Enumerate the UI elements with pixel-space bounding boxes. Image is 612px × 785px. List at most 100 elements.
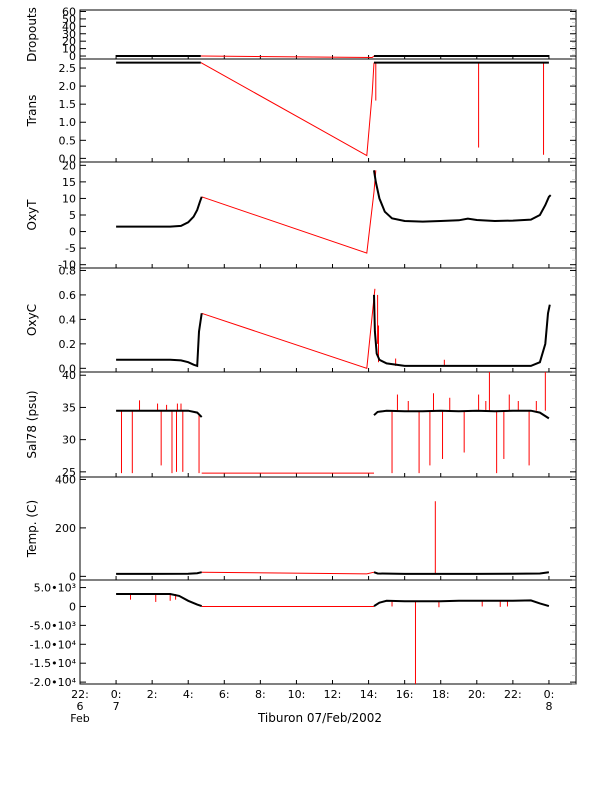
y-tick-label: -5: [65, 242, 76, 255]
panel-data: [116, 55, 549, 59]
x-tick-label: 2:: [147, 688, 158, 701]
y-axis-title: Dropouts: [25, 7, 39, 62]
x-tick-label: 18:: [432, 688, 450, 701]
y-tick-label: 1.0: [59, 116, 77, 129]
y-tick-label: 25: [62, 466, 76, 479]
y-tick-label: 20: [62, 159, 76, 172]
y-tick-label: 60: [62, 5, 76, 18]
y-axis-title: OxyC: [25, 304, 39, 336]
primary-series-line: [116, 313, 203, 368]
panel-data: [116, 593, 550, 684]
y-tick-label: 10: [62, 43, 76, 56]
x-tick-label: 0:: [111, 688, 122, 701]
y-axis-title: OxyT: [25, 199, 39, 231]
x-tick-label: 7: [113, 700, 120, 713]
y-tick-label: 15: [62, 176, 76, 189]
y-tick-label: 0.2: [59, 338, 77, 351]
y-tick-label: -2.0•10⁴: [30, 676, 77, 689]
y-tick-label: -1.0•10⁴: [30, 638, 77, 651]
y-tick-label: 40: [62, 369, 76, 382]
x-tick-label: 16:: [396, 688, 414, 701]
panel-frame: [79, 371, 577, 478]
panel-data: [116, 170, 552, 254]
y-axis-title: Trans: [25, 95, 39, 128]
y-tick-label: 30: [62, 434, 76, 447]
panel-frame: [79, 161, 577, 269]
x-tick-label: 22:: [504, 688, 522, 701]
primary-series-line: [373, 571, 550, 575]
y-tick-label: 1.5: [59, 98, 77, 111]
y-tick-label: 0: [69, 570, 76, 583]
x-tick-label: 22:: [71, 688, 89, 701]
panel-data: [116, 61, 549, 157]
y-tick-label: 50: [62, 13, 76, 26]
panel-frame: [79, 476, 577, 581]
panel-cond: 5.0•10³ 0 -5.0•10³ -1.0•10⁴ -1.5•10⁴ -2.0•10⁴: [30, 579, 577, 689]
x-tick-label: 6:: [219, 688, 230, 701]
panel-oxyt: 20 15 10 5 0 -5 -10 OxyT: [25, 159, 577, 272]
y-tick-label: 2.0: [59, 80, 77, 93]
panel-temp: 400 200 0 Temp. (C): [25, 473, 577, 583]
x-tick-label: 12:: [324, 688, 342, 701]
y-tick-label: -1.5•10⁴: [30, 657, 77, 670]
primary-series-line: [116, 409, 203, 418]
primary-series-line: [116, 571, 202, 575]
x-tick-label: 14:: [360, 688, 378, 701]
y-tick-label: 0.6: [59, 289, 77, 302]
secondary-series-line: [201, 288, 376, 369]
primary-series-line: [116, 593, 203, 608]
y-tick-label: -5.0•10³: [30, 619, 76, 632]
y-tick-label: 5.0•10³: [34, 582, 76, 595]
panel-frame: [79, 58, 577, 163]
y-tick-label: 0: [69, 226, 76, 239]
x-tick-label: Feb: [70, 712, 89, 725]
y-tick-label: 30: [62, 28, 76, 41]
x-tick-label: 10:: [288, 688, 306, 701]
secondary-series-line: [201, 571, 375, 575]
panel-oxyc: 0.8 0.6 0.4 0.2 0.0 OxyC: [25, 264, 577, 375]
panel-frame: [79, 9, 577, 60]
y-tick-label: 35: [62, 401, 76, 414]
panels-layer: 6050403020100Dropouts2.52.01.51.00.50.0T…: [25, 5, 577, 689]
panel-trans: 2.5 2.0 1.5 1.0 0.5 0.0 Trans: [25, 58, 577, 165]
y-axis-title: Sal78 (psu): [25, 390, 39, 458]
y-tick-label: 0.0: [59, 152, 77, 165]
primary-series-line: [373, 294, 551, 367]
y-tick-label: 0: [69, 600, 76, 613]
panel-sal78: 40 35 30 25 Sal78 (psu): [25, 369, 577, 479]
panel-frame: [79, 267, 577, 373]
y-tick-label: 400: [55, 473, 76, 486]
y-tick-label: -10: [58, 259, 76, 272]
primary-series-line: [373, 409, 550, 420]
y-axis-title: Temp. (C): [25, 500, 39, 558]
primary-series-line: [116, 196, 203, 228]
y-tick-label: 5: [69, 209, 76, 222]
y-tick-label: 40: [62, 20, 76, 33]
y-tick-label: 0.5: [59, 134, 77, 147]
panel-data: [116, 288, 551, 369]
y-tick-label: 200: [55, 522, 76, 535]
panel-frame: [79, 579, 577, 685]
x-tick-label: 4:: [183, 688, 194, 701]
y-tick-label: 20: [62, 35, 76, 48]
y-tick-label: 10: [62, 192, 76, 205]
x-tick-label: 8: [545, 700, 552, 713]
primary-series-line: [373, 599, 550, 608]
secondary-series-line: [200, 62, 375, 157]
x-tick-label: 20:: [468, 688, 486, 701]
secondary-series-line: [200, 55, 375, 59]
panel-data: [116, 501, 550, 575]
x-tick-label: 8:: [255, 688, 266, 701]
panel-data: [116, 372, 550, 474]
y-tick-label: 0.8: [59, 264, 77, 277]
secondary-series-line: [201, 170, 377, 254]
x-tick-label: 0:: [544, 688, 555, 701]
x-tick-label: 6: [77, 700, 84, 713]
y-tick-label: 2.5: [59, 62, 77, 75]
chart-caption: Tiburon 07/Feb/2002: [257, 711, 382, 725]
primary-series-line: [373, 170, 552, 223]
y-tick-label: 0: [69, 50, 76, 63]
